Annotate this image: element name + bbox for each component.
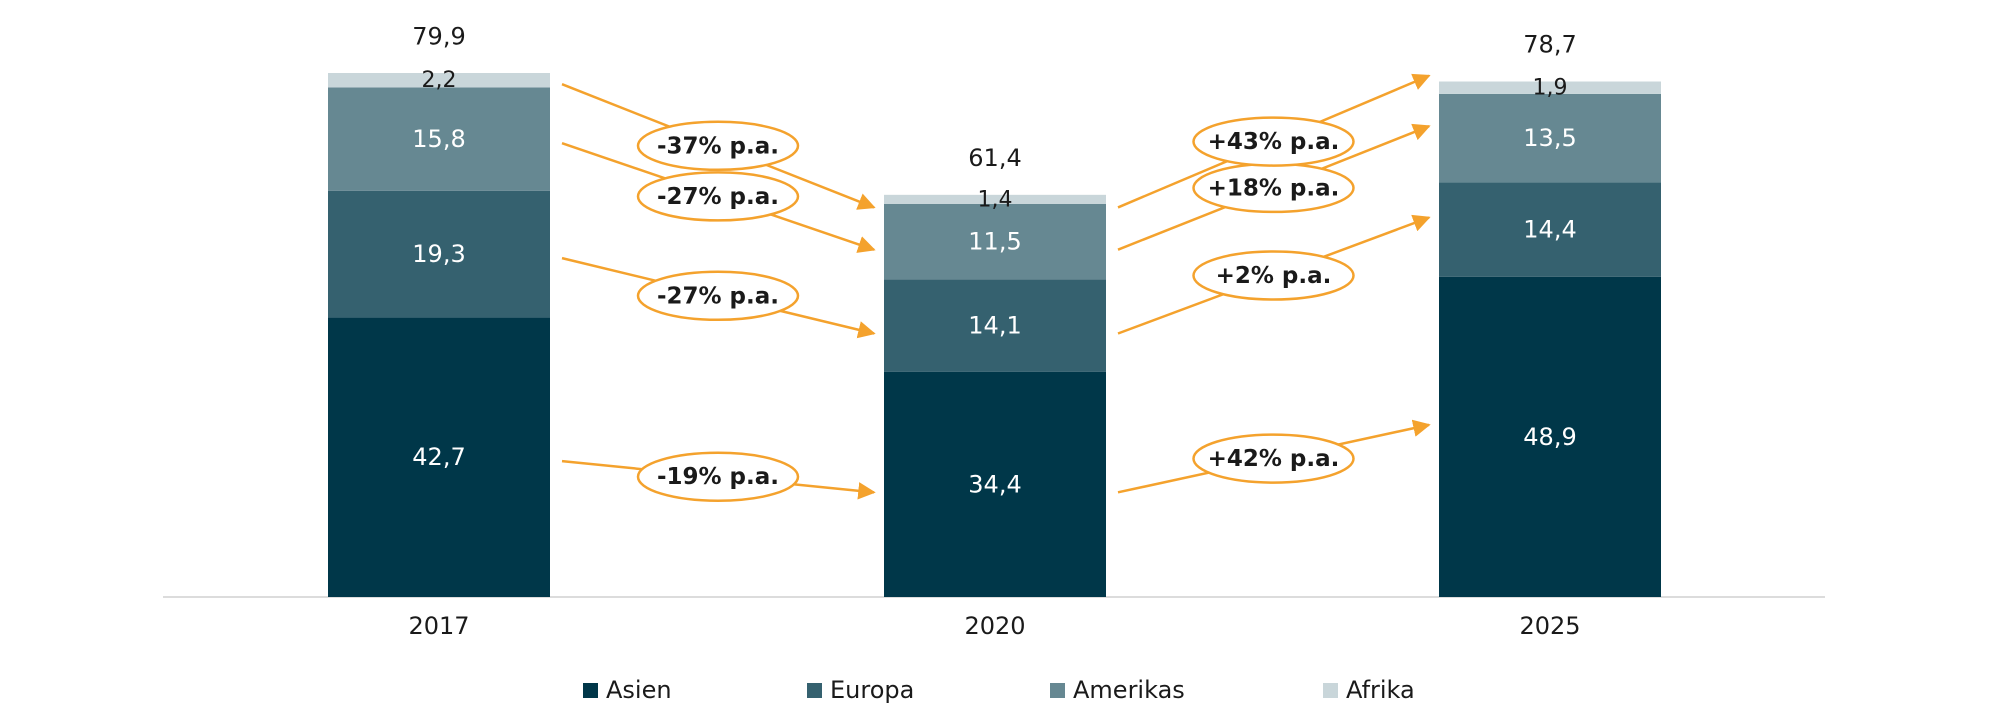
bar-segment (328, 87, 550, 191)
value-label: 13,5 (1523, 124, 1576, 152)
value-label: 1,4 (978, 187, 1013, 212)
total-label: 61,4 (968, 144, 1021, 172)
legend-swatch (1050, 683, 1065, 698)
bar-segment (1439, 93, 1661, 183)
total-label: 79,9 (412, 23, 465, 51)
growth-label: -37% p.a. (657, 133, 779, 159)
legend-swatch (807, 683, 822, 698)
bar-segment (884, 279, 1106, 372)
value-label: 48,9 (1523, 423, 1576, 451)
growth-badge (1192, 250, 1355, 301)
value-label: 14,4 (1523, 216, 1576, 244)
value-label: 2,2 (422, 68, 457, 93)
legend-swatch (583, 683, 598, 698)
growth-label: -27% p.a. (657, 283, 779, 309)
growth-badge (636, 451, 800, 502)
value-label: 15,8 (412, 125, 465, 153)
legend-label: Asien (606, 676, 672, 704)
value-label: 42,7 (412, 443, 465, 471)
bar-segment (1439, 182, 1661, 277)
x-tick-label: 2017 (408, 612, 469, 640)
growth-badge (636, 270, 800, 322)
growth-label: +42% p.a. (1208, 446, 1340, 472)
legend-swatch (1323, 683, 1338, 698)
growth-badge (1192, 116, 1355, 167)
x-tick-label: 2020 (964, 612, 1025, 640)
bar-segment (884, 194, 1106, 204)
growth-label: -19% p.a. (657, 464, 779, 490)
legend-label: Afrika (1346, 676, 1415, 704)
legend-label: Europa (830, 676, 914, 704)
bar-segment (884, 204, 1106, 280)
total-label: 78,7 (1523, 31, 1576, 59)
value-label: 14,1 (968, 312, 1021, 340)
value-label: 34,4 (968, 470, 1021, 498)
growth-label: +2% p.a. (1216, 263, 1332, 289)
bar-segment (1439, 81, 1661, 94)
legend-label: Amerikas (1073, 676, 1185, 704)
growth-label: -27% p.a. (657, 184, 779, 210)
bar-segment (328, 190, 550, 318)
value-label: 11,5 (968, 228, 1021, 256)
value-label: 1,9 (1533, 76, 1568, 101)
value-label: 19,3 (412, 240, 465, 268)
bar-segment (328, 317, 550, 597)
bar-segment (328, 73, 550, 88)
growth-label: +18% p.a. (1208, 175, 1340, 201)
growth-label: +43% p.a. (1208, 129, 1340, 155)
x-tick-label: 2025 (1519, 612, 1580, 640)
growth-badge (1192, 433, 1355, 484)
growth-badge (636, 171, 800, 222)
growth-badge (636, 120, 800, 172)
bar-segment (884, 371, 1106, 597)
bar-segment (1439, 276, 1661, 597)
